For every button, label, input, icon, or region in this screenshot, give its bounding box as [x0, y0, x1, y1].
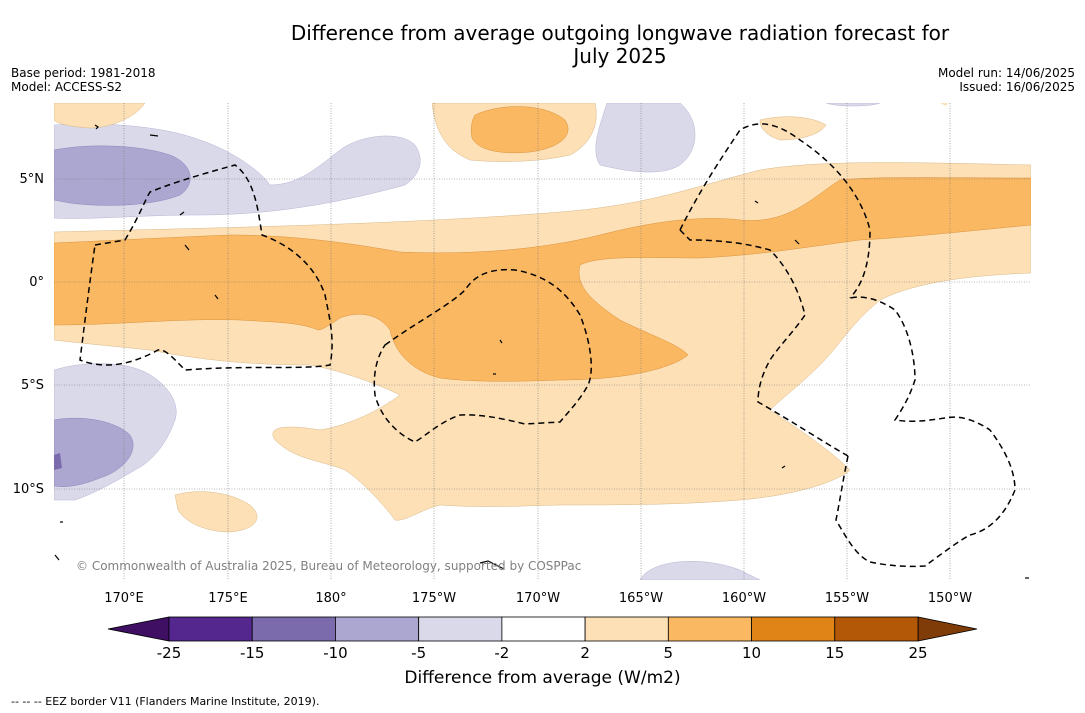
lat-label: 0° — [29, 275, 44, 290]
island-3 — [179, 211, 185, 216]
lon-label: 180° — [315, 591, 346, 606]
colorbar-arrow-high — [917, 616, 978, 642]
olr-region-minus5-bottom — [639, 561, 761, 580]
eez-legend-note: -- -- -- EEZ border V11 (Flanders Marine… — [11, 695, 320, 708]
colorbar-tick-label: 15 — [825, 644, 844, 662]
island-2 — [149, 134, 159, 137]
colorbar-swatch — [667, 616, 752, 642]
colorbar-tick-label: -10 — [323, 644, 348, 662]
olr-region-plus2-west — [54, 103, 146, 129]
olr-region-plus2-south — [174, 491, 258, 533]
olr-region-minus15-south — [54, 453, 62, 470]
colorbar-swatch — [251, 616, 336, 642]
olr-region-minus5-east — [825, 103, 881, 107]
island-4 — [184, 244, 190, 251]
island-5 — [214, 294, 219, 300]
colorbar-swatch — [335, 616, 420, 642]
colorbar-swatch — [584, 616, 669, 642]
base-period: Base period: 1981-2018 — [11, 66, 156, 80]
eez-border-west — [79, 164, 333, 371]
colorbar-arrow-low — [107, 616, 170, 642]
copyright-text: © Commonwealth of Australia 2025, Bureau… — [76, 559, 581, 573]
olr-region-minus5-central — [595, 103, 696, 173]
colorbar-tick-label: 5 — [664, 644, 674, 662]
colorbar-tick-label: 25 — [908, 644, 927, 662]
model-name: Model: ACCESS-S2 — [11, 80, 123, 94]
graticule — [54, 103, 1031, 580]
lon-label: 175°W — [412, 591, 456, 606]
lon-label: 170°E — [104, 591, 144, 606]
island-1 — [94, 124, 99, 130]
colorbar-swatch — [418, 616, 503, 642]
colorbar-swatch — [168, 616, 253, 642]
issued-date: Issued: 16/06/2025 — [959, 80, 1075, 94]
lat-label: 10°S — [13, 482, 44, 497]
colorbar-tick-label: -2 — [494, 644, 509, 662]
lon-label: 165°W — [619, 591, 663, 606]
colorbar-swatch — [834, 616, 919, 642]
lon-label: 150°W — [928, 591, 972, 606]
eez-border-east-north — [679, 123, 871, 299]
olr-region-minus10-south — [54, 417, 134, 487]
island-12 — [499, 339, 503, 344]
colorbar-tick-label: -15 — [240, 644, 265, 662]
map-title: Difference from average outgoing longwav… — [170, 22, 1070, 68]
colorbar-tick-label: 2 — [580, 644, 590, 662]
island-7 — [781, 465, 786, 469]
island-9 — [54, 554, 60, 561]
lat-axis-labels: 5°N 0° 5°S 10°S — [13, 172, 44, 497]
olr-region-plus2-corner — [940, 103, 948, 106]
island-8 — [479, 560, 505, 570]
colorbar-tick-label: -25 — [157, 644, 182, 662]
colorbar-swatch — [501, 616, 586, 642]
eez-border-east-south — [835, 296, 1016, 568]
title-line-1: Difference from average outgoing longwav… — [290, 21, 950, 45]
islands — [54, 124, 1029, 579]
colorbar-tick-label: 10 — [742, 644, 761, 662]
colorbar-swatch — [751, 616, 836, 642]
colorbar-tick-label: -5 — [411, 644, 426, 662]
colorbar: -25 -15 -10 -5 -2 2 5 10 15 25 — [107, 616, 978, 662]
lon-axis-labels: 170°E 175°E 180° 175°W 170°W 165°W 160°W… — [104, 591, 972, 606]
olr-region-plus5-top — [470, 106, 569, 154]
eez-border-central — [373, 268, 593, 443]
island-6 — [794, 239, 800, 245]
lat-label: 5°S — [21, 378, 44, 393]
model-run: Model run: 14/06/2025 — [937, 66, 1075, 80]
lon-label: 155°W — [825, 591, 869, 606]
lon-label: 170°W — [516, 591, 560, 606]
meta-right: Model run: 14/06/2025 Issued: 16/06/2025 — [938, 66, 1075, 94]
olr-region-minus10-north — [54, 145, 191, 206]
eez-border-east-link — [679, 229, 849, 457]
olr-region-plus2-northeast — [759, 116, 827, 141]
lon-label: 160°W — [722, 591, 766, 606]
lat-label: 5°N — [20, 172, 45, 187]
eez-borders — [79, 123, 1016, 568]
lon-label: 175°E — [208, 591, 248, 606]
title-line-2: July 2025 — [573, 44, 667, 68]
meta-left: Base period: 1981-2018 Model: ACCESS-S2 — [11, 66, 156, 94]
island-13 — [754, 200, 759, 204]
colorbar-title: Difference from average (W/m2) — [404, 668, 681, 688]
map-plot-area: © Commonwealth of Australia 2025, Bureau… — [54, 103, 1031, 580]
